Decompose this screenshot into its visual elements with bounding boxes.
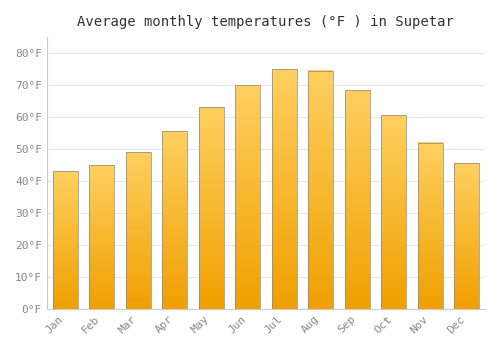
Bar: [236, 85, 260, 309]
Bar: [89, 165, 114, 309]
Bar: [454, 163, 479, 309]
Bar: [345, 90, 370, 309]
Bar: [382, 116, 406, 309]
Bar: [198, 107, 224, 309]
Title: Average monthly temperatures (°F ) in Supetar: Average monthly temperatures (°F ) in Su…: [78, 15, 454, 29]
Bar: [308, 71, 333, 309]
Bar: [418, 142, 442, 309]
Bar: [126, 152, 150, 309]
Bar: [162, 131, 187, 309]
Bar: [52, 172, 78, 309]
Bar: [272, 69, 296, 309]
